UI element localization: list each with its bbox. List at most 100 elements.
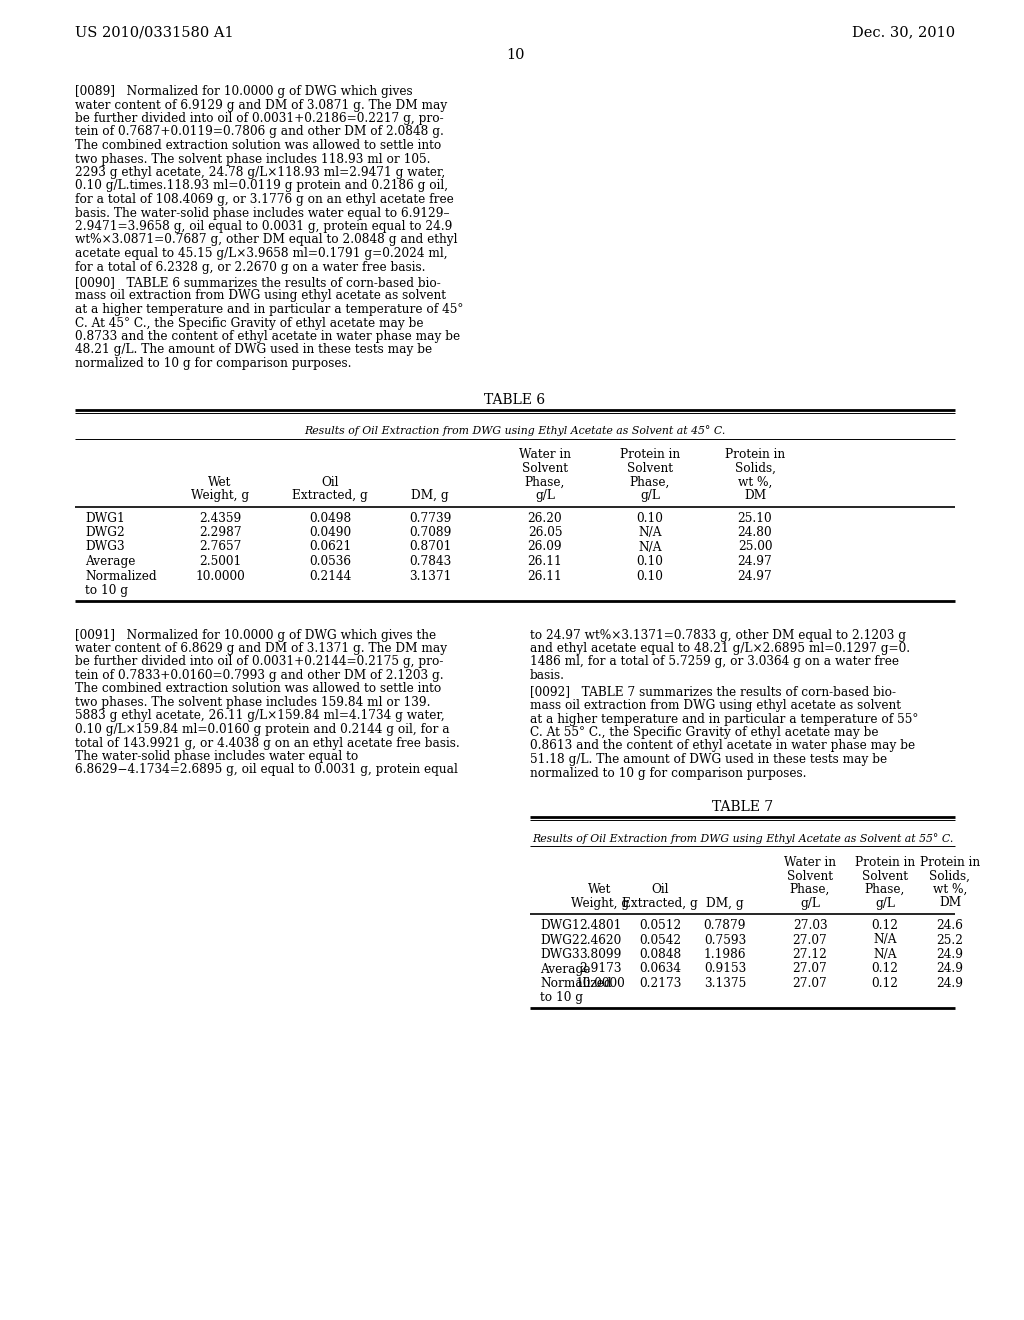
Text: 0.12: 0.12 [871, 977, 898, 990]
Text: 2293 g ethyl acetate, 24.78 g/L×118.93 ml=2.9471 g water,: 2293 g ethyl acetate, 24.78 g/L×118.93 m… [75, 166, 445, 180]
Text: Extracted, g: Extracted, g [623, 896, 698, 909]
Text: 48.21 g/L. The amount of DWG used in these tests may be: 48.21 g/L. The amount of DWG used in the… [75, 343, 432, 356]
Text: 0.8613 and the content of ethyl acetate in water phase may be: 0.8613 and the content of ethyl acetate … [530, 739, 915, 752]
Text: Phase,: Phase, [865, 883, 905, 896]
Text: tein of 0.7833+0.0160=0.7993 g and other DM of 2.1203 g.: tein of 0.7833+0.0160=0.7993 g and other… [75, 669, 443, 682]
Text: 24.9: 24.9 [937, 962, 964, 975]
Text: 0.7593: 0.7593 [703, 933, 746, 946]
Text: Solvent: Solvent [627, 462, 673, 475]
Text: 0.10: 0.10 [637, 511, 664, 524]
Text: [0089]   Normalized for 10.0000 g of DWG which gives: [0089] Normalized for 10.0000 g of DWG w… [75, 84, 413, 98]
Text: mass oil extraction from DWG using ethyl acetate as solvent: mass oil extraction from DWG using ethyl… [75, 289, 446, 302]
Text: to 10 g: to 10 g [540, 991, 583, 1005]
Text: 1486 ml, for a total of 5.7259 g, or 3.0364 g on a water free: 1486 ml, for a total of 5.7259 g, or 3.0… [530, 656, 899, 668]
Text: 0.10 g/L.times.118.93 ml=0.0119 g protein and 0.2186 g oil,: 0.10 g/L.times.118.93 ml=0.0119 g protei… [75, 180, 449, 193]
Text: Protein in: Protein in [620, 449, 680, 462]
Text: water content of 6.8629 g and DM of 3.1371 g. The DM may: water content of 6.8629 g and DM of 3.13… [75, 642, 447, 655]
Text: Average: Average [540, 962, 591, 975]
Text: 0.0848: 0.0848 [639, 948, 681, 961]
Text: Solvent: Solvent [787, 870, 833, 883]
Text: 26.11: 26.11 [527, 569, 562, 582]
Text: The combined extraction solution was allowed to settle into: The combined extraction solution was all… [75, 139, 441, 152]
Text: 1.1986: 1.1986 [703, 948, 746, 961]
Text: 25.2: 25.2 [937, 933, 964, 946]
Text: N/A: N/A [873, 933, 897, 946]
Text: Water in: Water in [784, 855, 836, 869]
Text: at a higher temperature and in particular a temperature of 45°: at a higher temperature and in particula… [75, 304, 464, 315]
Text: Weight, g: Weight, g [190, 488, 249, 502]
Text: Protein in: Protein in [920, 855, 980, 869]
Text: 27.07: 27.07 [793, 962, 827, 975]
Text: [0091]   Normalized for 10.0000 g of DWG which gives the: [0091] Normalized for 10.0000 g of DWG w… [75, 628, 436, 642]
Text: 51.18 g/L. The amount of DWG used in these tests may be: 51.18 g/L. The amount of DWG used in the… [530, 752, 887, 766]
Text: 0.0498: 0.0498 [309, 511, 351, 524]
Text: 24.6: 24.6 [937, 919, 964, 932]
Text: Average: Average [85, 554, 135, 568]
Text: 27.12: 27.12 [793, 948, 827, 961]
Text: Dec. 30, 2010: Dec. 30, 2010 [852, 25, 955, 40]
Text: 26.11: 26.11 [527, 554, 562, 568]
Text: 26.09: 26.09 [527, 540, 562, 553]
Text: wt%×3.0871=0.7687 g, other DM equal to 2.0848 g and ethyl: wt%×3.0871=0.7687 g, other DM equal to 2… [75, 234, 458, 247]
Text: DM: DM [939, 896, 962, 909]
Text: DWG1: DWG1 [540, 919, 580, 932]
Text: Normalized: Normalized [85, 569, 157, 582]
Text: 6.8629−4.1734=2.6895 g, oil equal to 0.0031 g, protein equal: 6.8629−4.1734=2.6895 g, oil equal to 0.0… [75, 763, 458, 776]
Text: wt %,: wt %, [738, 475, 772, 488]
Text: 3.1375: 3.1375 [703, 977, 746, 990]
Text: Solids,: Solids, [930, 870, 971, 883]
Text: DM, g: DM, g [707, 896, 743, 909]
Text: Water in: Water in [519, 449, 571, 462]
Text: 27.07: 27.07 [793, 977, 827, 990]
Text: 0.8733 and the content of ethyl acetate in water phase may be: 0.8733 and the content of ethyl acetate … [75, 330, 460, 343]
Text: N/A: N/A [638, 525, 662, 539]
Text: 0.10: 0.10 [637, 569, 664, 582]
Text: Wet: Wet [208, 475, 231, 488]
Text: basis. The water-solid phase includes water equal to 6.9129–: basis. The water-solid phase includes wa… [75, 206, 450, 219]
Text: Protein in: Protein in [725, 449, 785, 462]
Text: normalized to 10 g for comparison purposes.: normalized to 10 g for comparison purpos… [75, 356, 351, 370]
Text: 0.7843: 0.7843 [409, 554, 452, 568]
Text: Results of Oil Extraction from DWG using Ethyl Acetate as Solvent at 55° C.: Results of Oil Extraction from DWG using… [531, 833, 953, 843]
Text: two phases. The solvent phase includes 118.93 ml or 105.: two phases. The solvent phase includes 1… [75, 153, 430, 165]
Text: basis.: basis. [530, 669, 565, 682]
Text: 27.03: 27.03 [793, 919, 827, 932]
Text: normalized to 10 g for comparison purposes.: normalized to 10 g for comparison purpos… [530, 767, 807, 780]
Text: wt %,: wt %, [933, 883, 968, 896]
Text: C. At 45° C., the Specific Gravity of ethyl acetate may be: C. At 45° C., the Specific Gravity of et… [75, 317, 424, 330]
Text: 10.0000: 10.0000 [575, 977, 625, 990]
Text: g/L: g/L [876, 896, 895, 909]
Text: Normalized: Normalized [540, 977, 611, 990]
Text: 24.80: 24.80 [737, 525, 772, 539]
Text: Solids,: Solids, [734, 462, 775, 475]
Text: 0.2173: 0.2173 [639, 977, 681, 990]
Text: Phase,: Phase, [525, 475, 565, 488]
Text: 26.20: 26.20 [527, 511, 562, 524]
Text: 0.7739: 0.7739 [409, 511, 452, 524]
Text: acetate equal to 45.15 g/L×3.9658 ml=0.1791 g=0.2024 ml,: acetate equal to 45.15 g/L×3.9658 ml=0.1… [75, 247, 447, 260]
Text: 0.0634: 0.0634 [639, 962, 681, 975]
Text: 0.0512: 0.0512 [639, 919, 681, 932]
Text: and ethyl acetate equal to 48.21 g/L×2.6895 ml=0.1297 g=0.: and ethyl acetate equal to 48.21 g/L×2.6… [530, 642, 910, 655]
Text: 3.1371: 3.1371 [409, 569, 452, 582]
Text: 27.07: 27.07 [793, 933, 827, 946]
Text: at a higher temperature and in particular a temperature of 55°: at a higher temperature and in particula… [530, 713, 919, 726]
Text: g/L: g/L [536, 488, 555, 502]
Text: 24.97: 24.97 [737, 554, 772, 568]
Text: DM, g: DM, g [412, 488, 449, 502]
Text: 0.8701: 0.8701 [409, 540, 452, 553]
Text: 10.0000: 10.0000 [196, 569, 245, 582]
Text: 24.9: 24.9 [937, 948, 964, 961]
Text: 2.2987: 2.2987 [199, 525, 242, 539]
Text: to 10 g: to 10 g [85, 583, 128, 597]
Text: 3.8099: 3.8099 [579, 948, 622, 961]
Text: DWG1: DWG1 [85, 511, 125, 524]
Text: DWG2: DWG2 [85, 525, 125, 539]
Text: Extracted, g: Extracted, g [292, 488, 368, 502]
Text: [0090]   TABLE 6 summarizes the results of corn-based bio-: [0090] TABLE 6 summarizes the results of… [75, 276, 440, 289]
Text: Protein in: Protein in [855, 855, 915, 869]
Text: Results of Oil Extraction from DWG using Ethyl Acetate as Solvent at 45° C.: Results of Oil Extraction from DWG using… [304, 425, 726, 437]
Text: 2.4620: 2.4620 [579, 933, 622, 946]
Text: water content of 6.9129 g and DM of 3.0871 g. The DM may: water content of 6.9129 g and DM of 3.08… [75, 99, 447, 111]
Text: TABLE 6: TABLE 6 [484, 392, 546, 407]
